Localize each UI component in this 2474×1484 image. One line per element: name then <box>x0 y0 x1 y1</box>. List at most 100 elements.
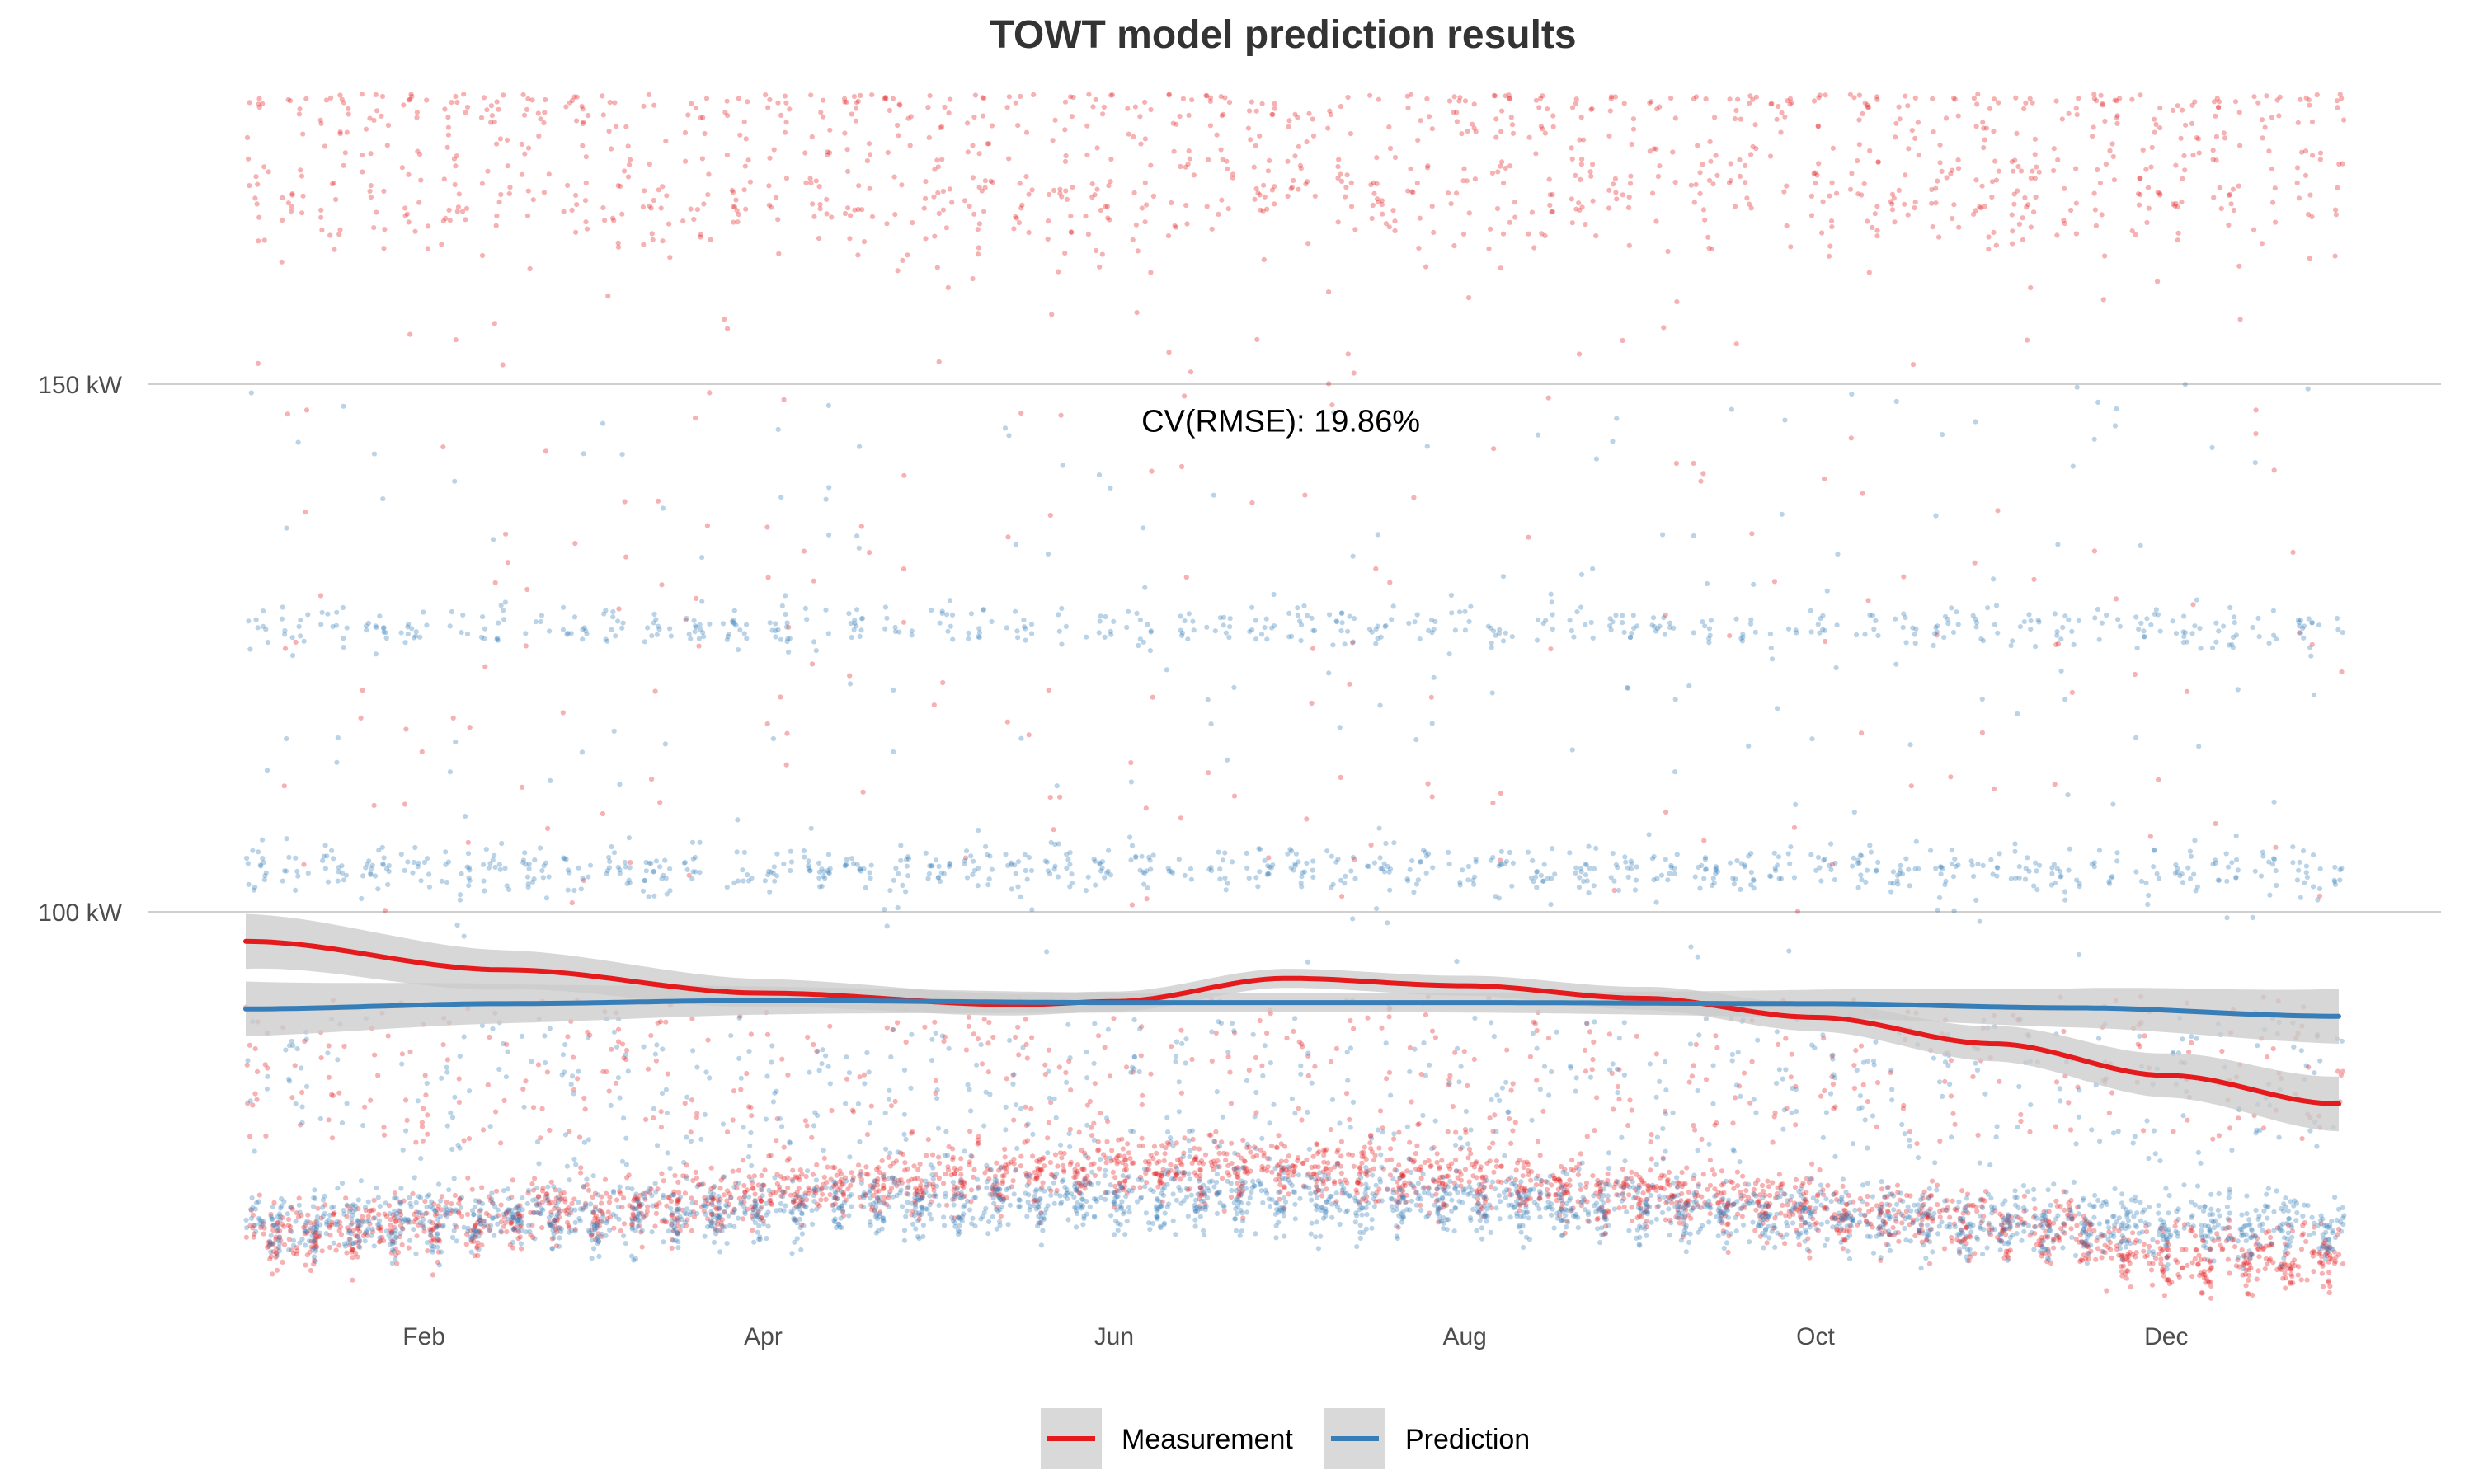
data-point <box>261 860 266 866</box>
data-point <box>280 878 285 884</box>
data-point <box>642 1190 648 1196</box>
data-point <box>456 1210 462 1216</box>
data-point <box>1462 98 1469 104</box>
data-point <box>733 197 739 203</box>
data-point <box>405 632 411 637</box>
data-point <box>1478 1164 1484 1170</box>
data-point <box>273 1250 279 1256</box>
data-point <box>1729 1180 1735 1186</box>
data-point <box>2104 1288 2109 1294</box>
data-point <box>256 96 262 101</box>
data-point <box>1207 123 1213 129</box>
data-point <box>417 1210 423 1216</box>
data-point <box>697 1182 703 1188</box>
data-point <box>1379 1025 1385 1031</box>
data-point <box>1959 1188 1965 1194</box>
data-point <box>2141 1128 2147 1134</box>
data-point <box>341 1043 347 1050</box>
data-point <box>444 144 450 150</box>
data-point <box>418 177 424 183</box>
data-point <box>441 176 447 182</box>
data-point <box>1150 694 1155 700</box>
data-point <box>637 1201 642 1207</box>
data-point <box>573 192 579 198</box>
data-point <box>2273 219 2279 225</box>
data-point <box>1310 646 1316 651</box>
data-point <box>262 1062 268 1068</box>
data-point <box>701 1208 708 1214</box>
data-point <box>337 92 343 98</box>
data-point <box>637 1223 642 1228</box>
data-point <box>1663 809 1669 815</box>
data-point <box>2034 164 2039 170</box>
data-point <box>1219 1176 1225 1181</box>
data-point <box>1267 157 1272 163</box>
data-point <box>438 1249 444 1255</box>
data-point <box>2326 1270 2332 1275</box>
data-point <box>574 202 580 208</box>
data-point <box>654 1204 660 1209</box>
data-point <box>496 1213 501 1219</box>
data-point <box>247 1042 252 1048</box>
data-point <box>1537 1153 1543 1158</box>
data-point <box>557 1196 563 1202</box>
data-point <box>1950 1111 1956 1116</box>
data-point <box>948 96 953 102</box>
data-point <box>382 1211 388 1217</box>
data-point <box>250 1212 256 1218</box>
data-point <box>2013 95 2019 101</box>
data-point <box>1808 193 1814 199</box>
data-point <box>261 164 267 170</box>
data-point <box>1264 206 1270 212</box>
data-point <box>304 1230 310 1236</box>
data-point <box>274 1251 280 1256</box>
data-point <box>434 1223 440 1229</box>
data-point <box>1744 195 1750 201</box>
data-point <box>682 129 689 136</box>
data-point <box>653 1202 659 1208</box>
data-point <box>1464 178 1470 184</box>
data-point <box>2033 194 2039 200</box>
data-point <box>784 730 790 736</box>
data-point <box>2227 191 2233 197</box>
data-point <box>1432 1035 1438 1040</box>
data-point <box>982 178 988 184</box>
data-point <box>1229 1161 1235 1167</box>
data-point <box>691 1214 698 1220</box>
data-point <box>289 635 295 641</box>
data-point <box>1748 205 1754 211</box>
data-point <box>313 1222 319 1228</box>
data-point <box>398 1212 404 1218</box>
data-point <box>410 870 416 876</box>
data-point <box>675 1198 681 1204</box>
data-point <box>738 1087 744 1092</box>
data-point <box>2179 200 2185 205</box>
data-point <box>1533 151 1539 157</box>
data-point <box>510 1245 516 1251</box>
data-point <box>862 1072 868 1078</box>
data-point <box>2339 669 2345 675</box>
data-point <box>1859 730 1865 736</box>
data-point <box>2236 263 2242 269</box>
data-point <box>1809 1161 1815 1167</box>
data-point <box>937 1160 943 1166</box>
data-point <box>2189 102 2195 108</box>
data-point <box>2066 1100 2072 1106</box>
data-point <box>2237 317 2243 322</box>
data-point <box>2144 219 2150 226</box>
data-point <box>2010 228 2015 234</box>
data-point <box>1591 1039 1597 1045</box>
data-point <box>599 1200 604 1206</box>
data-point <box>648 1033 654 1039</box>
data-point <box>1289 185 1295 190</box>
data-point <box>2176 1275 2182 1280</box>
data-point <box>2221 130 2227 136</box>
data-point <box>496 106 501 112</box>
data-point <box>1894 1182 1901 1188</box>
data-point <box>1512 200 1517 205</box>
data-point <box>1907 1129 1913 1135</box>
data-point <box>848 1182 854 1188</box>
data-point <box>918 1182 924 1188</box>
data-point <box>2289 1273 2295 1280</box>
data-point <box>1583 222 1588 228</box>
